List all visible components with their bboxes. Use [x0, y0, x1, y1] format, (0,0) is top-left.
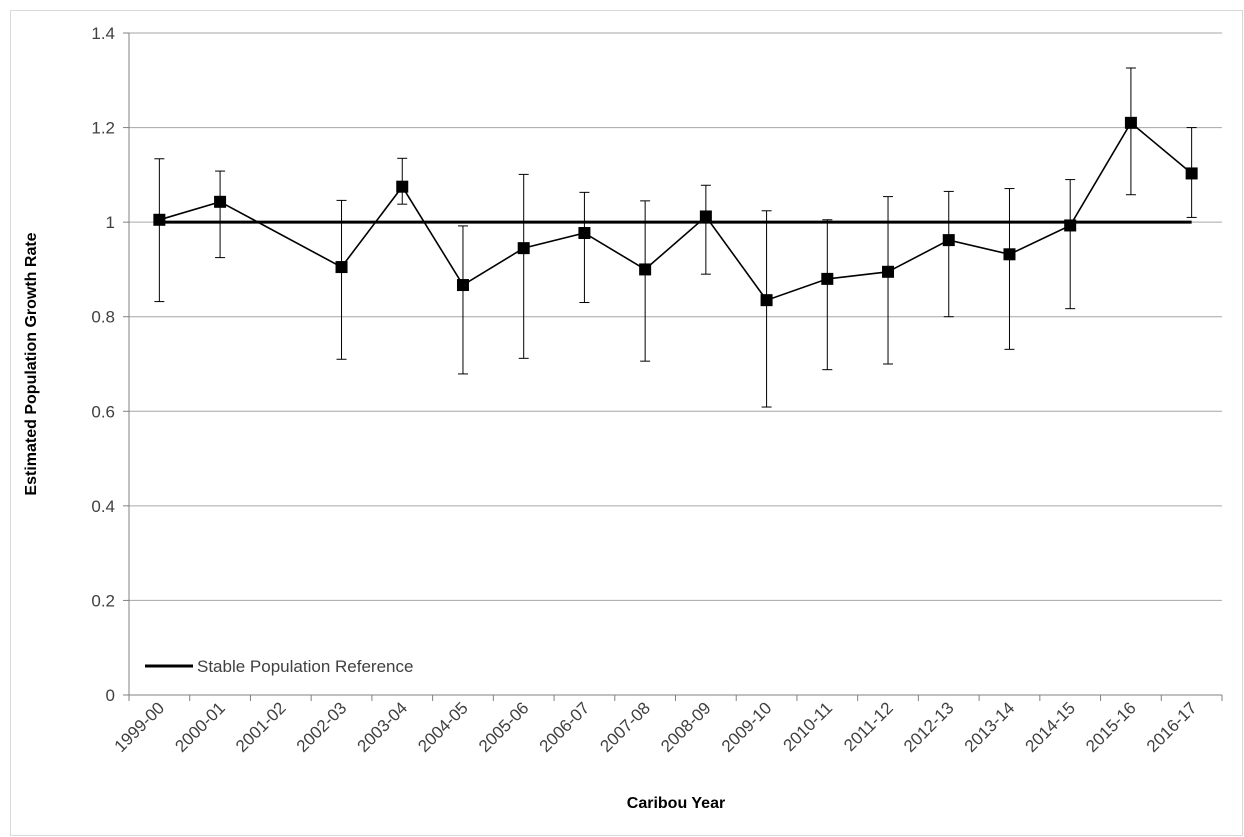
data-point-marker [1003, 248, 1016, 261]
x-tick-label: 1999-00 [111, 698, 169, 756]
data-point-marker [214, 195, 227, 208]
growth-rate-series-line [159, 121, 1193, 302]
x-tick-label: 2000-01 [171, 698, 229, 756]
data-point-marker [335, 261, 348, 274]
y-tick-label: 0 [106, 686, 115, 705]
data-point-marker [1064, 219, 1077, 232]
x-tick-label: 2011-12 [840, 698, 897, 755]
y-tick-label: 0.8 [91, 308, 115, 327]
x-tick-label: 2007-08 [596, 698, 654, 756]
data-point-marker [639, 263, 652, 276]
x-tick-label: 2001-02 [232, 698, 290, 756]
y-tick-label: 0.4 [91, 497, 115, 516]
x-tick-label: 2013-14 [961, 698, 1019, 756]
error-bars [154, 67, 1197, 408]
data-point-marker [821, 272, 834, 285]
x-tick-label: 2004-05 [414, 698, 472, 756]
x-axis-title: Caribou Year [627, 795, 725, 812]
x-tick-label: 2016-17 [1143, 698, 1201, 756]
x-tick-label: 2009-10 [718, 698, 776, 756]
data-point-marker [699, 210, 712, 223]
data-point-marker [942, 234, 955, 247]
data-point-marker [456, 279, 469, 292]
x-tick-label: 2003-04 [354, 698, 412, 756]
data-point-marker [1185, 167, 1198, 180]
data-point-marker [517, 242, 530, 255]
data-point-marker [760, 294, 773, 307]
data-markers [153, 116, 1198, 307]
legend-label: Stable Population Reference [197, 657, 413, 676]
y-tick-label: 1.2 [91, 119, 115, 138]
axes [123, 32, 1223, 701]
x-tick-label: 2008-09 [657, 698, 715, 756]
data-point-marker [882, 265, 895, 278]
x-tick-labels: 1999-00 2000-01 2001-02 2002-03 2003-04 2004-… [111, 698, 1201, 756]
x-tick-label: 2014-15 [1021, 698, 1079, 756]
y-tick-label: 0.6 [91, 402, 115, 421]
y-tick-label: 1.4 [91, 24, 115, 43]
data-point-marker [396, 180, 409, 193]
y-tick-label: 0.2 [91, 591, 115, 610]
legend: Stable Population Reference [145, 657, 413, 676]
chart-frame [10, 10, 1243, 836]
y-tick-label: 1 [106, 213, 115, 232]
gridlines [129, 32, 1222, 601]
data-point-marker [1124, 116, 1137, 129]
data-point-marker [578, 227, 591, 240]
x-tick-label: 2010-11 [779, 698, 836, 755]
y-tick-labels: 0 0.2 0.4 0.6 0.8 1 1.2 1.4 [91, 24, 115, 705]
x-tick-label: 2005-06 [475, 698, 533, 756]
data-point-marker [153, 213, 166, 226]
x-tick-label: 2006-07 [536, 698, 594, 756]
y-axis-title: Estimated Population Growth Rate [23, 232, 40, 495]
series-line-layer [159, 121, 1193, 302]
x-tick-label: 2012-13 [900, 698, 958, 756]
x-tick-label: 2002-03 [293, 698, 351, 756]
x-tick-label: 2015-16 [1082, 698, 1140, 756]
